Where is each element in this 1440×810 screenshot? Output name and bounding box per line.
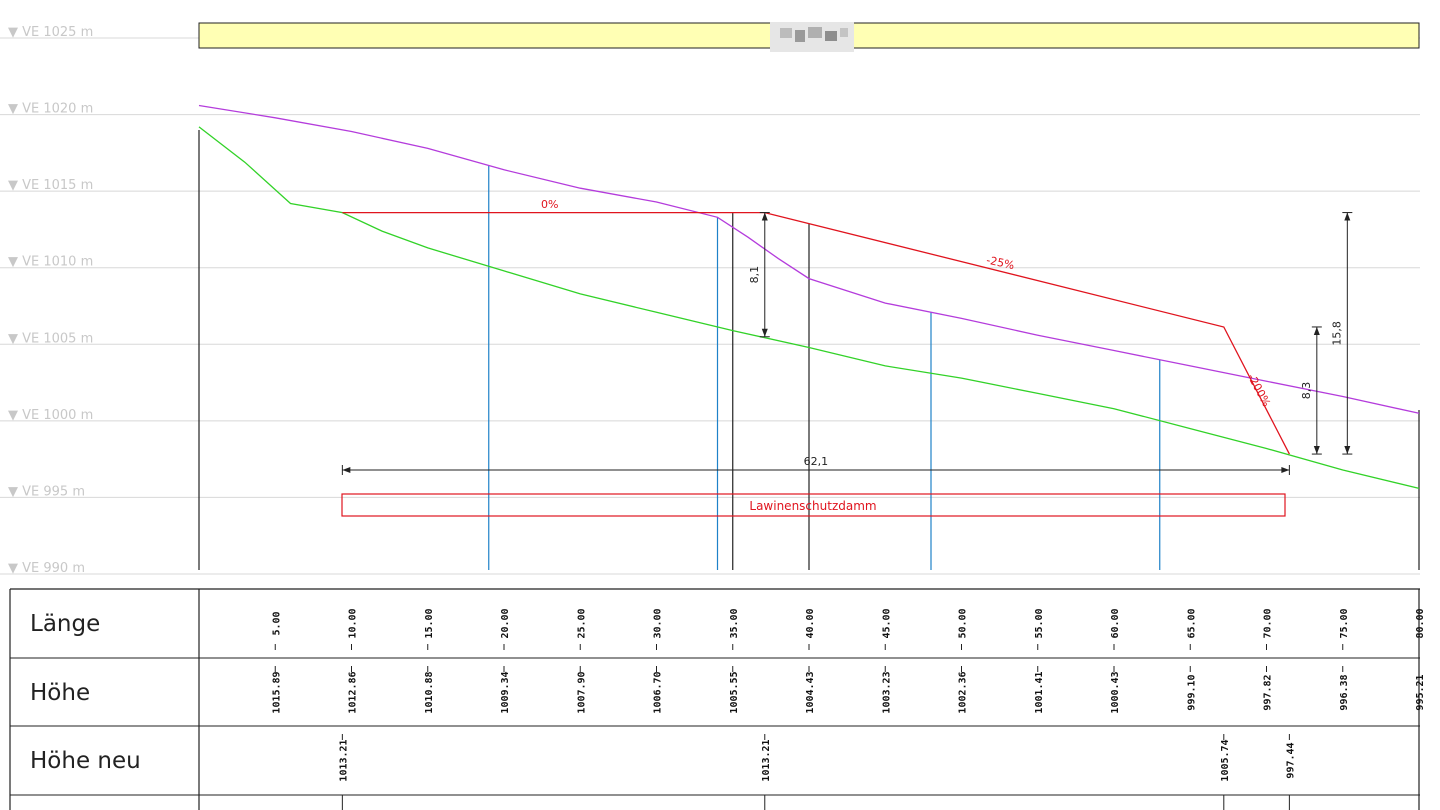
slope-label: -200% xyxy=(1245,372,1273,409)
table-value: 995.21 xyxy=(1415,674,1426,710)
table-value: 60.00 xyxy=(1110,608,1121,638)
elevation-label: ▼ VE 1005 m xyxy=(8,331,93,346)
elevation-label: ▼ VE 1010 m xyxy=(8,255,93,270)
dimension-lines: 8,1 8,3 15,8 62,1 xyxy=(341,212,1353,475)
elevation-label: ▼ VE 990 m xyxy=(8,561,85,576)
elevation-label: ▼ VE 995 m xyxy=(8,484,85,499)
table-value: 1001.41 xyxy=(1034,671,1045,713)
table-value: 1013.21 xyxy=(338,739,349,781)
table-value: 996.38 xyxy=(1339,674,1350,710)
elevation-label: ▼ VE 1000 m xyxy=(8,408,93,423)
table-value: 1013.21 xyxy=(761,739,772,781)
elevation-label: ▼ VE 1025 m xyxy=(8,25,93,40)
drawing-frame xyxy=(198,130,1420,570)
dimension-label: 8,1 xyxy=(748,266,761,284)
table-value: 1012.86 xyxy=(348,671,359,713)
table-value: 999.10 xyxy=(1186,674,1197,710)
table-value: 55.00 xyxy=(1034,608,1045,638)
table-value: 1006.70 xyxy=(653,671,664,713)
table-value: 50.00 xyxy=(958,608,969,638)
table-value: 1004.43 xyxy=(805,671,816,713)
dimension-arrow xyxy=(761,212,768,221)
table-value: 45.00 xyxy=(881,608,892,638)
table-value: 65.00 xyxy=(1186,608,1197,638)
dimension-arrow xyxy=(1313,326,1320,335)
dam-label: Lawinenschutzdamm xyxy=(749,499,876,513)
cross-section-lines xyxy=(488,165,1161,570)
table-value: 1009.34 xyxy=(500,671,511,713)
dimension-arrow xyxy=(1344,446,1351,455)
elevation-labels: ▼ VE 1025 m ▼ VE 1020 m ▼ VE 1015 m ▼ VE 10… xyxy=(8,25,93,576)
slope-labels: 0% -25% -200% xyxy=(541,198,1273,409)
blurred-header-text xyxy=(770,22,854,52)
table-value: 80.00 xyxy=(1415,608,1426,638)
table-value: 10.00 xyxy=(348,608,359,638)
table-row-label: Höhe neu xyxy=(30,748,141,774)
dimension-arrow xyxy=(1344,212,1351,221)
table-value: 75.00 xyxy=(1339,608,1350,638)
table-value: 25.00 xyxy=(576,608,587,638)
table-value: 1007.90 xyxy=(576,671,587,713)
table-value: 1003.23 xyxy=(881,671,892,713)
table-value: 5.00 xyxy=(271,611,282,635)
table-value: 35.00 xyxy=(729,608,740,638)
table-value: 15.00 xyxy=(424,608,435,638)
elevation-label: ▼ VE 1020 m xyxy=(8,102,93,117)
table-value: 1002.36 xyxy=(958,671,969,713)
table-value: 40.00 xyxy=(805,608,816,638)
table-value: 1010.88 xyxy=(424,671,435,713)
dimension-arrow xyxy=(342,466,351,473)
design-line xyxy=(342,211,1290,455)
dimension-arrow xyxy=(1281,466,1290,473)
table-value: 997.44 xyxy=(1285,742,1296,778)
dimension-arrow xyxy=(761,328,768,337)
elevation-grid xyxy=(0,37,1420,575)
slope-label: 0% xyxy=(541,198,558,211)
table-value: 997.82 xyxy=(1263,674,1274,710)
elevation-label: ▼ VE 1015 m xyxy=(8,178,93,193)
table-value: 30.00 xyxy=(653,608,664,638)
dimension-label: 15,8 xyxy=(1330,321,1343,346)
table-row-label: Länge xyxy=(30,611,100,637)
table-value: 20.00 xyxy=(500,608,511,638)
table-value: 1005.74 xyxy=(1220,739,1231,781)
slope-label: -25% xyxy=(985,254,1016,273)
table-value: 1015.89 xyxy=(271,671,282,713)
dimension-label: 62,1 xyxy=(804,455,829,468)
table-value: 1000.43 xyxy=(1110,671,1121,713)
table-row-label: Höhe xyxy=(30,680,90,706)
dimension-arrow xyxy=(1313,446,1320,455)
table-value: 70.00 xyxy=(1263,608,1274,638)
dimension-label: 8,3 xyxy=(1300,382,1313,400)
terrain-line xyxy=(198,104,1420,414)
table-value: 1005.55 xyxy=(729,671,740,713)
dam-label-box: Lawinenschutzdamm xyxy=(341,493,1286,517)
